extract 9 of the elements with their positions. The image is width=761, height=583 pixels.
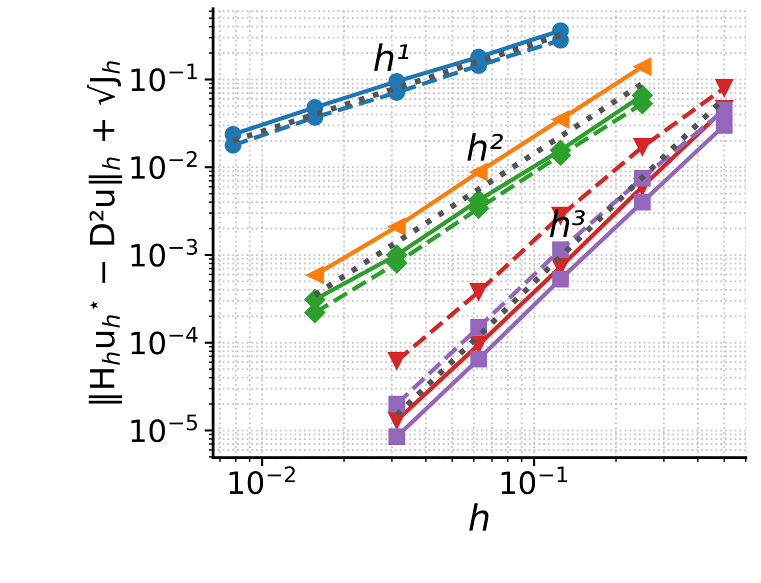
y-tick-label: 10$^{−5}$: [131, 414, 197, 442]
annotation: h¹: [374, 43, 408, 71]
x-axis-title: h: [469, 503, 488, 531]
annotation: h²: [467, 133, 503, 161]
y-tick-label: 10$^{−3}$: [131, 238, 198, 267]
y-tick-label: 10$^{−1}$: [131, 64, 197, 92]
y-tick-label: 10$^{−2}$: [131, 151, 197, 180]
text: ‖H$_{h}$u$_{h}$$^{⋆}$ − D²u‖$_{h}$ + √J$_{h}$: [87, 61, 122, 404]
y-tick-label: 10$^{−4}$: [131, 326, 198, 355]
